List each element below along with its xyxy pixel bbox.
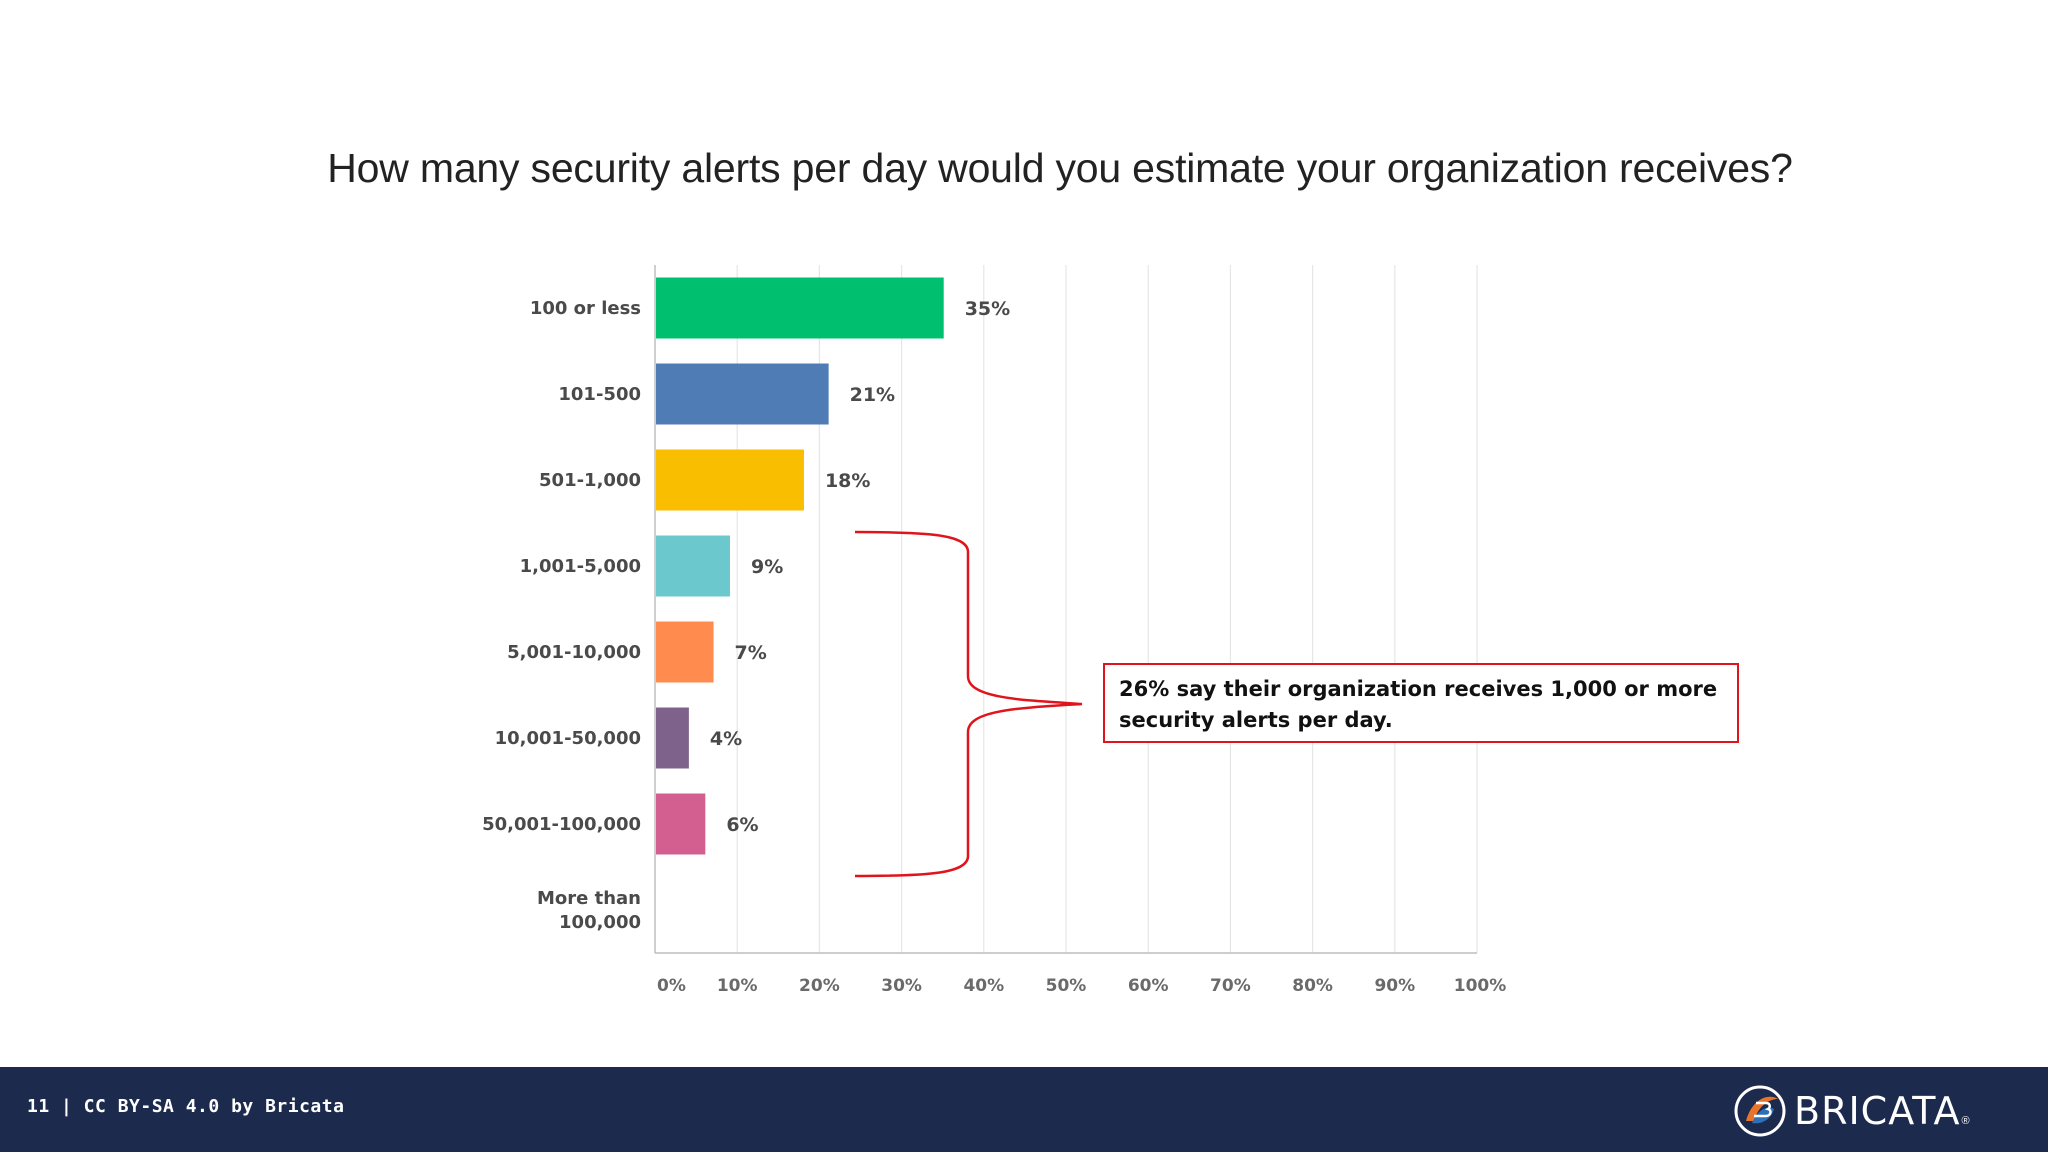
bricata-wordmark: BRICATA <box>1794 1089 1961 1133</box>
category-label: 5,001-10,000 <box>507 642 641 663</box>
footer-credit: 11 | CC BY-SA 4.0 by Bricata <box>27 1096 345 1117</box>
bar <box>656 793 706 855</box>
category-label: 50,001-100,000 <box>482 814 641 835</box>
chart-category-labels: 100 or less 101-500 501-1,000 1,001-5,000 5,… <box>482 298 641 933</box>
x-tick-label: 60% <box>1128 976 1169 996</box>
x-tick-label: 40% <box>963 976 1004 996</box>
bricata-logo: BRICATA ® <box>1734 1083 1970 1139</box>
chart-value-labels: 35% 21% 18% 9% 7% 4% 6% <box>710 298 1010 836</box>
x-tick-label: 80% <box>1292 976 1333 996</box>
value-label: 4% <box>710 728 742 750</box>
callout-text: 26% say their organization receives 1,00… <box>1119 677 1718 732</box>
chart-bars <box>656 277 944 855</box>
chart-x-tick-labels: 0% 10% 20% 30% 40% 50% 60% 70% 80% 90% 100% <box>657 976 1506 996</box>
footer-bar: 11 | CC BY-SA 4.0 by Bricata BRICATA ® <box>0 1067 2048 1152</box>
x-tick-label: 100% <box>1454 976 1507 996</box>
category-label: 101-500 <box>558 384 641 405</box>
x-tick-label: 70% <box>1210 976 1251 996</box>
value-label: 7% <box>735 642 767 664</box>
bar <box>656 277 944 339</box>
value-label: 6% <box>726 814 758 836</box>
x-tick-label: 10% <box>717 976 758 996</box>
value-label: 9% <box>751 556 783 578</box>
bar <box>656 363 829 425</box>
bar <box>656 707 689 769</box>
bricata-logo-mark-icon <box>1734 1085 1786 1137</box>
category-label: 501-1,000 <box>539 470 641 491</box>
callout-box: 26% say their organization receives 1,00… <box>1103 663 1739 743</box>
bar <box>656 535 730 597</box>
x-tick-label: 90% <box>1374 976 1415 996</box>
value-label: 21% <box>850 384 895 406</box>
value-label: 18% <box>825 470 870 492</box>
chart-title: How many security alerts per day would y… <box>327 145 1793 191</box>
value-label: 35% <box>965 298 1010 320</box>
x-tick-label: 50% <box>1046 976 1087 996</box>
category-label: 100 or less <box>530 298 641 319</box>
x-tick-label: 30% <box>881 976 922 996</box>
category-label: 1,001-5,000 <box>520 556 641 577</box>
category-label: 10,001-50,000 <box>495 728 641 749</box>
category-label: More than 100,000 <box>537 888 641 933</box>
bar <box>656 449 804 511</box>
bar <box>656 621 714 683</box>
x-tick-label: 0% <box>657 976 686 996</box>
callout-bracket <box>854 530 1083 878</box>
registered-mark: ® <box>1961 1115 1970 1127</box>
x-tick-label: 20% <box>799 976 840 996</box>
